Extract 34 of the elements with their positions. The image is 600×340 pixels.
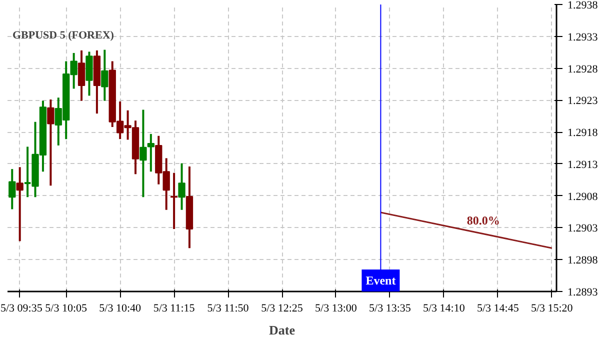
x-axis-title: Date [269, 322, 296, 338]
y-tick-label: 1.2893 [568, 286, 598, 298]
candlestick [16, 166, 24, 242]
x-tick-label: 5/3 12:25 [261, 302, 304, 314]
text: GBPUSD 5 (FOREX) [12, 30, 114, 42]
y-tick-label: 1.2898 [568, 254, 598, 267]
x-tick-label: 5/3 10:05 [45, 302, 88, 314]
x-tick-label: 5/3 11:15 [153, 302, 196, 314]
candlestick [140, 108, 147, 198]
x-tick-label: 5/3 10:40 [99, 302, 142, 314]
y-tick-label: 1.2903 [568, 222, 598, 235]
y-tick-label: 1.2918 [568, 127, 598, 140]
x-tick-label: 5/3 13:35 [369, 302, 412, 314]
y-tick-label: 1.2928 [568, 63, 598, 76]
y-tick-label: 1.2923 [568, 95, 598, 108]
candlestick [47, 98, 54, 187]
y-tick-label: 1.2933 [568, 31, 598, 44]
candlestick [78, 49, 86, 102]
candlestick [147, 132, 155, 173]
y-tick-label: 1.2913 [568, 158, 598, 171]
x-tick-label: 5/3 13:00 [315, 302, 358, 314]
annotation: 80.0% [466, 213, 500, 228]
x-tick-label: 5/3 14:10 [422, 302, 466, 314]
y-tick-label: 1.2908 [568, 190, 598, 203]
candlestick [170, 172, 178, 230]
ref-line-label: Event [366, 274, 396, 288]
x-tick-label: 5/3 15:20 [530, 302, 574, 314]
candlestick [101, 48, 108, 102]
y-tick-label: 1.2938 [568, 0, 598, 12]
candlestick [178, 162, 186, 211]
x-tick-label: 5/3 11:50 [207, 302, 250, 314]
x-tick-label: 5/3 09:35 [0, 302, 43, 314]
candlestick [8, 168, 16, 210]
x-tick-label: 5/3 14:45 [476, 302, 520, 314]
